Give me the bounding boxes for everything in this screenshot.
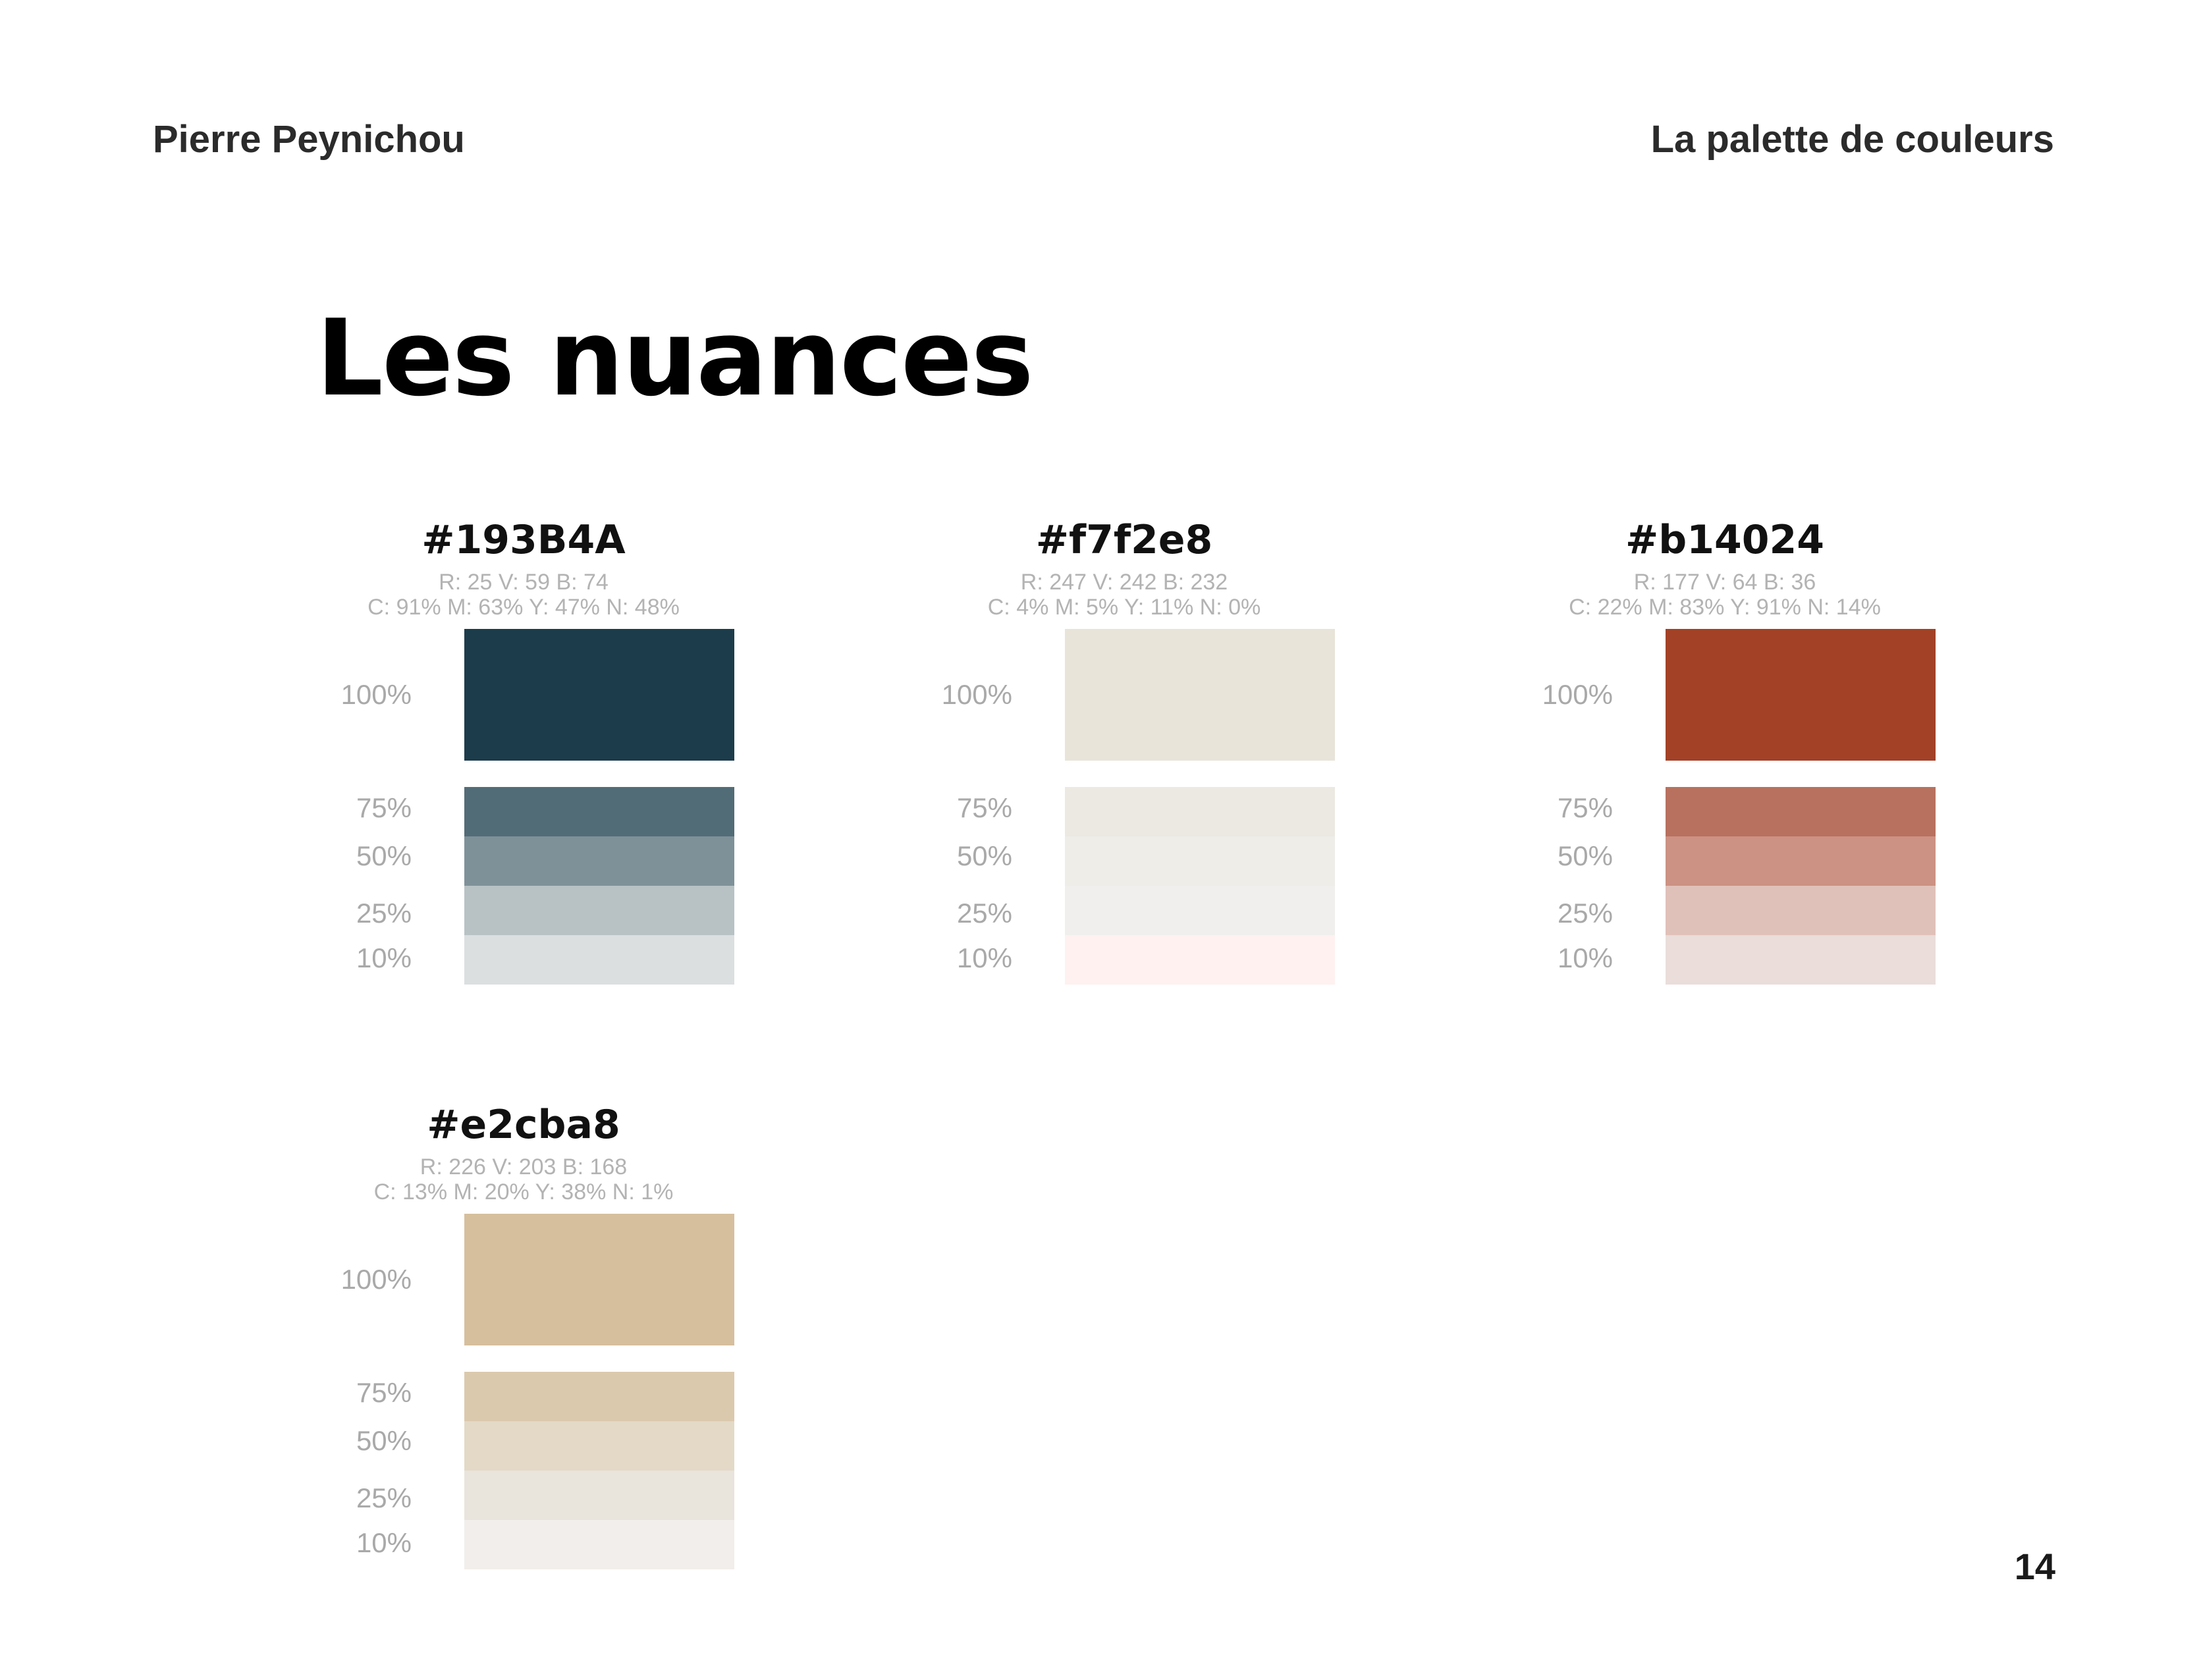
swatch-100 bbox=[464, 1214, 734, 1345]
swatch-25 bbox=[464, 886, 734, 935]
tint-label-100: 100% bbox=[340, 1264, 412, 1295]
tint-label-50: 50% bbox=[356, 840, 412, 871]
palette-cmyk-values: C: 91% M: 63% Y: 47% N: 48% bbox=[367, 595, 680, 620]
palette-card-rust: #b14024 R: 177 V: 64 B: 36 C: 22% M: 83%… bbox=[1428, 517, 2021, 1024]
swatch-50 bbox=[1065, 836, 1335, 886]
author-name: Pierre Peynichou bbox=[153, 118, 465, 161]
tint-label-10: 10% bbox=[356, 1527, 412, 1558]
tint-label-25: 25% bbox=[356, 898, 412, 929]
swatch-25 bbox=[1065, 886, 1335, 935]
swatch-75 bbox=[1065, 787, 1335, 836]
tint-label-25: 25% bbox=[1557, 898, 1613, 929]
tint-label-100: 100% bbox=[1542, 679, 1613, 710]
swatch-10 bbox=[1666, 935, 1936, 985]
swatch-10 bbox=[464, 1520, 734, 1569]
palette-hex-code: #f7f2e8 bbox=[1035, 517, 1213, 563]
tint-label-100: 100% bbox=[941, 679, 1012, 710]
swatch-50 bbox=[464, 836, 734, 886]
palette-rgb-values: R: 226 V: 203 B: 168 bbox=[420, 1154, 628, 1179]
palette-rgb-values: R: 177 V: 64 B: 36 bbox=[1633, 570, 1816, 595]
tint-label-25: 25% bbox=[956, 898, 1012, 929]
swatch-75 bbox=[464, 787, 734, 836]
swatch-10 bbox=[464, 935, 734, 985]
page-title: Les nuances bbox=[316, 296, 1034, 420]
tint-label-50: 50% bbox=[1557, 840, 1613, 871]
tint-label-10: 10% bbox=[1557, 942, 1613, 973]
swatch-100 bbox=[464, 629, 734, 761]
tint-label-75: 75% bbox=[356, 1377, 412, 1408]
tint-label-10: 10% bbox=[956, 942, 1012, 973]
swatch-25 bbox=[464, 1471, 734, 1520]
palette-hex-code: #193B4A bbox=[421, 517, 626, 563]
tint-label-10: 10% bbox=[356, 942, 412, 973]
swatch-100 bbox=[1065, 629, 1335, 761]
tint-label-100: 100% bbox=[340, 679, 412, 710]
tint-label-50: 50% bbox=[356, 1425, 412, 1456]
swatch-75 bbox=[464, 1372, 734, 1421]
tint-label-50: 50% bbox=[956, 840, 1012, 871]
palette-cmyk-values: C: 4% M: 5% Y: 11% N: 0% bbox=[987, 595, 1261, 620]
tint-label-75: 75% bbox=[1557, 792, 1613, 823]
palette-rgb-values: R: 247 V: 242 B: 232 bbox=[1020, 570, 1228, 595]
tint-label-75: 75% bbox=[956, 792, 1012, 823]
swatch-25 bbox=[1666, 886, 1936, 935]
palette-hex-code: #b14024 bbox=[1625, 517, 1824, 563]
tint-label-25: 25% bbox=[356, 1482, 412, 1513]
palette-cmyk-values: C: 13% M: 20% Y: 38% N: 1% bbox=[373, 1179, 674, 1205]
swatch-75 bbox=[1666, 787, 1936, 836]
section-title: La palette de couleurs bbox=[1650, 118, 2054, 161]
swatch-10 bbox=[1065, 935, 1335, 985]
page-number: 14 bbox=[2014, 1546, 2055, 1587]
palette-rgb-values: R: 25 V: 59 B: 74 bbox=[439, 570, 609, 595]
tint-label-75: 75% bbox=[356, 792, 412, 823]
swatch-50 bbox=[464, 1421, 734, 1471]
swatch-100 bbox=[1666, 629, 1936, 761]
palette-hex-code: #e2cba8 bbox=[427, 1102, 620, 1148]
palette-card-sand: #e2cba8 R: 226 V: 203 B: 168 C: 13% M: 2… bbox=[227, 1102, 820, 1609]
palette-cmyk-values: C: 22% M: 83% Y: 91% N: 14% bbox=[1569, 595, 1881, 620]
palette-card-dark-blue: #193B4A R: 25 V: 59 B: 74 C: 91% M: 63% … bbox=[227, 517, 820, 1024]
swatch-50 bbox=[1666, 836, 1936, 886]
palette-card-cream: #f7f2e8 R: 247 V: 242 B: 232 C: 4% M: 5%… bbox=[828, 517, 1421, 1024]
